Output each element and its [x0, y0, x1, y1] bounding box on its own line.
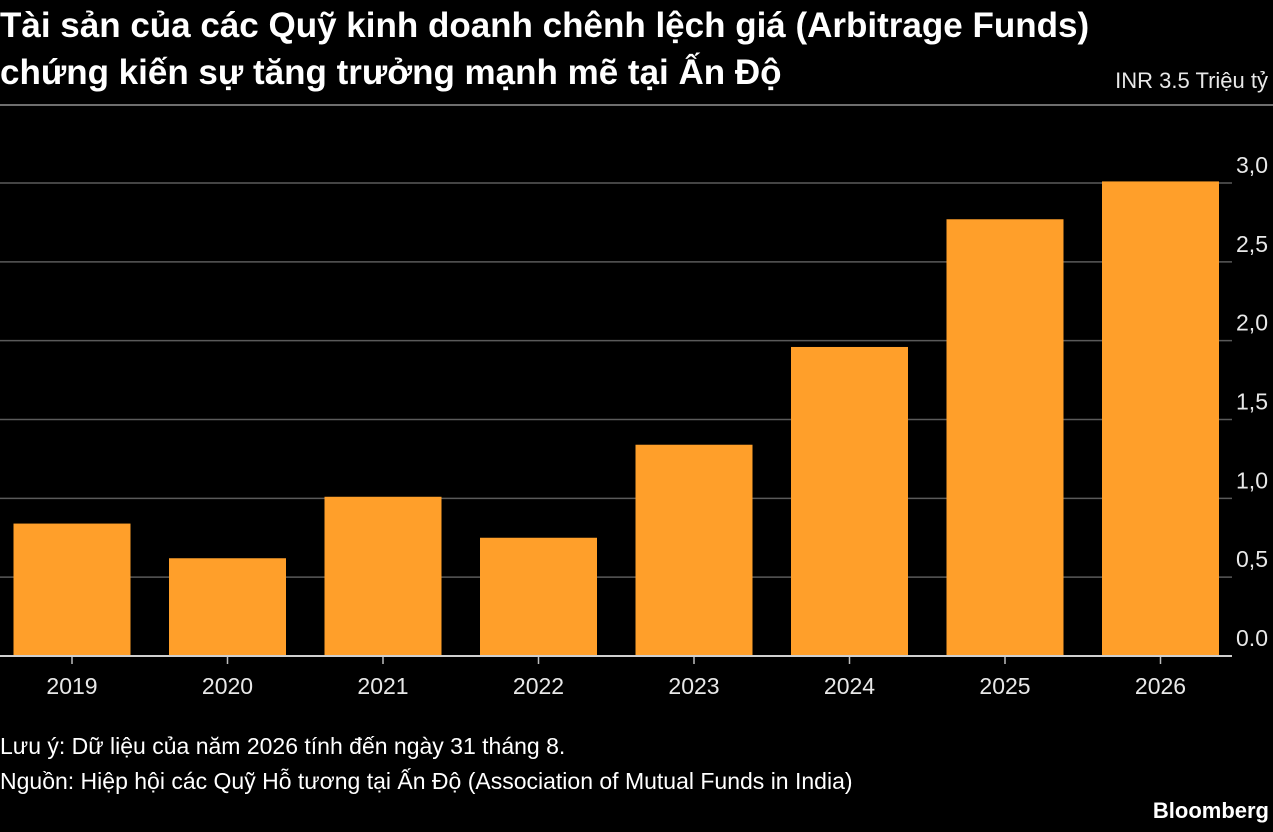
x-tick-label: 2019 [46, 673, 97, 699]
bar-2026 [1102, 181, 1219, 656]
x-tick-label: 2024 [824, 673, 875, 699]
bar-2022 [480, 537, 597, 656]
y-tick-labels: 0.0 0,5 1,0 1,5 2,0 2,5 3,0 [1236, 152, 1268, 651]
bar-2020 [169, 558, 286, 656]
x-tick-labels: 2019 2020 2021 2022 2023 2024 2025 2026 [46, 656, 1186, 699]
x-tick-label: 2023 [668, 673, 719, 699]
y-tick-label: 2,0 [1236, 310, 1268, 336]
bar-2021 [324, 496, 442, 656]
chart-title-line-1: Tài sản của các Quỹ kinh doanh chênh lệc… [0, 6, 1090, 45]
y-tick-label: 0.0 [1236, 625, 1268, 651]
y-tick-label: 1,0 [1236, 467, 1268, 493]
x-tick-label: 2022 [513, 673, 564, 699]
x-tick-label: 2021 [357, 673, 408, 699]
bar-2019 [13, 523, 131, 656]
source-note: Nguồn: Hiệp hội các Quỹ Hỗ tương tại Ấn … [0, 768, 853, 794]
y-tick-label: 0,5 [1236, 546, 1268, 572]
chart-title-line-2: chứng kiến sự tăng trưởng mạnh mẽ tại Ấn… [0, 53, 782, 92]
bar-2024 [791, 346, 908, 656]
chart-title: Tài sản của các Quỹ kinh doanh chênh lệc… [0, 2, 1273, 96]
y-tick-label: 1,5 [1236, 389, 1268, 415]
x-tick-label: 2025 [979, 673, 1030, 699]
x-tick-label: 2020 [202, 673, 253, 699]
y-tick-label: 2,5 [1236, 231, 1268, 257]
bloomberg-logo: Bloomberg [1152, 798, 1269, 823]
bar-2023 [635, 444, 753, 656]
bar-2025 [946, 219, 1064, 656]
header-divider [0, 104, 1273, 106]
bars [13, 181, 1219, 656]
footnote: Lưu ý: Dữ liệu của năm 2026 tính đến ngà… [0, 733, 566, 759]
x-tick-label: 2026 [1135, 673, 1186, 699]
unit-label: INR 3.5 Triệu tỷ [1115, 68, 1268, 93]
y-tick-label: 3,0 [1236, 152, 1268, 178]
